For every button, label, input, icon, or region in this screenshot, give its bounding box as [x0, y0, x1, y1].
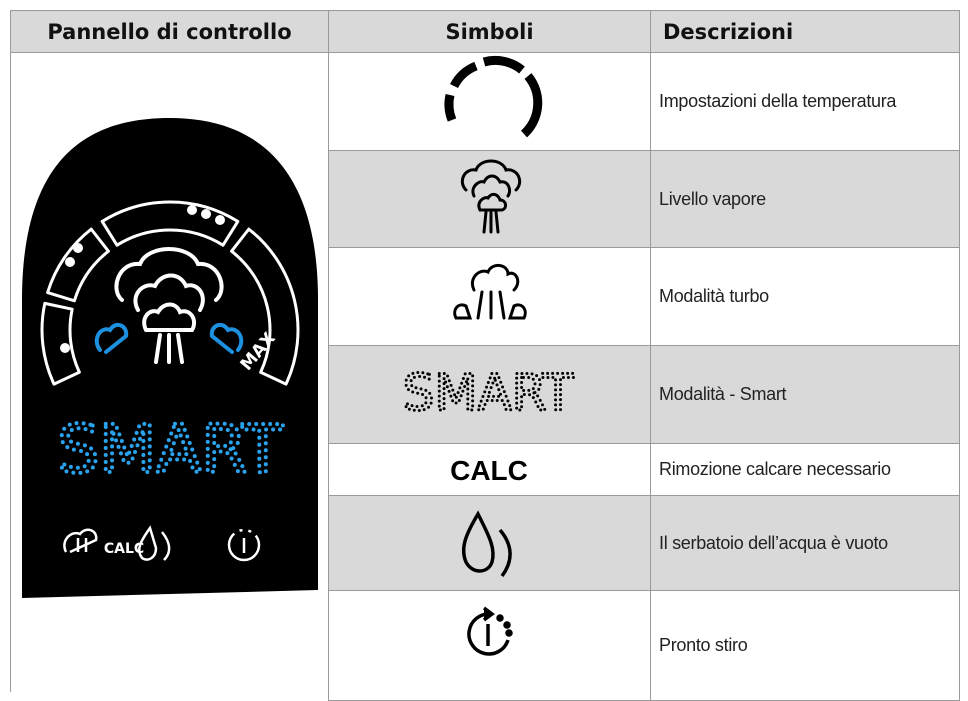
- description: Modalità - Smart: [650, 345, 960, 444]
- ready-symbol: [467, 606, 513, 656]
- water-symbol: [461, 510, 512, 578]
- symbol-smart: SMART: [403, 364, 574, 422]
- turbo-symbol: [453, 264, 527, 320]
- header-cell: Pannello di controllo: [10, 10, 329, 53]
- panel-turbo-icon: [94, 322, 244, 354]
- panel-smart: SMART: [57, 411, 283, 488]
- page: {"table":{"headers":["Pannello di contro…: [10, 10, 960, 701]
- description: Il serbatoio dell’acqua è vuoto: [650, 495, 960, 591]
- panel-small-icons: [63, 525, 261, 562]
- header-cell: Descrizioni: [650, 10, 960, 53]
- description: Livello vapore: [650, 150, 960, 248]
- symbol-calc: CALC: [450, 455, 528, 486]
- panel-segment: [100, 200, 240, 247]
- panel-segment: [230, 227, 300, 386]
- panel-segment: [40, 301, 81, 386]
- panel-steam-icon: [114, 247, 224, 364]
- temperature-symbol: [444, 55, 543, 138]
- steam-symbol: [460, 159, 522, 234]
- panel-dots: [60, 205, 225, 353]
- panel-segment: [46, 227, 110, 303]
- panel-arcs: [40, 200, 300, 386]
- panel-calc: CALC: [104, 541, 144, 557]
